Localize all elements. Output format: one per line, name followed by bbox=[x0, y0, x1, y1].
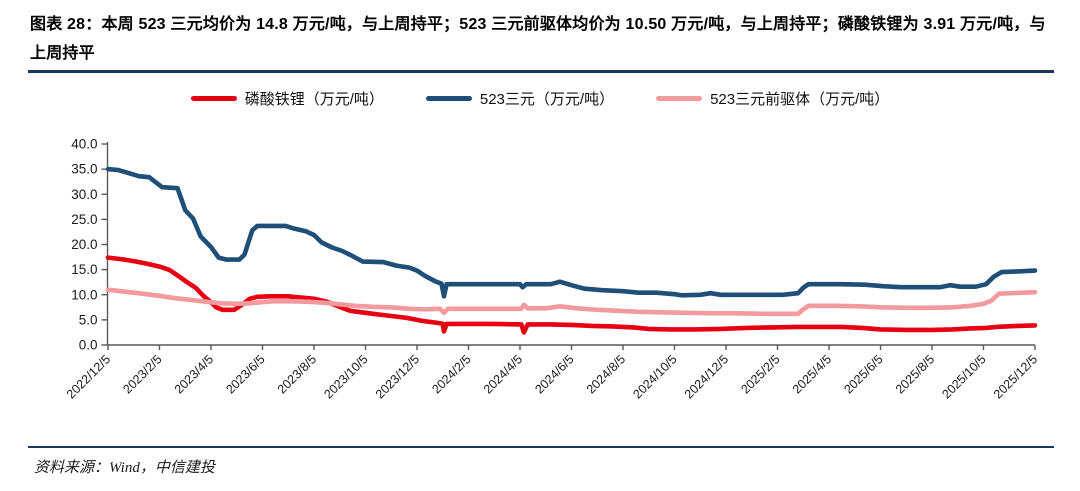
title-divider-rule bbox=[28, 70, 1054, 73]
svg-text:2024/10/5: 2024/10/5 bbox=[630, 352, 679, 401]
svg-text:2023/12/5: 2023/12/5 bbox=[373, 352, 422, 401]
svg-text:30.0: 30.0 bbox=[71, 187, 97, 202]
legend-label-precursor: 523三元前驱体（万元/吨） bbox=[710, 91, 890, 108]
legend-label-523: 523三元（万元/吨） bbox=[479, 91, 615, 108]
chart-legend: 磷酸铁锂（万元/吨） 523三元（万元/吨） 523三元前驱体（万元/吨） bbox=[0, 88, 1080, 109]
svg-text:2023/4/5: 2023/4/5 bbox=[172, 352, 216, 396]
footer-divider-rule bbox=[28, 446, 1054, 448]
source-note: 资料来源：Wind，中信建投 bbox=[34, 460, 215, 476]
svg-text:2023/10/5: 2023/10/5 bbox=[321, 352, 370, 401]
legend-item-lfp: 磷酸铁锂（万元/吨） bbox=[190, 88, 384, 109]
svg-text:25.0: 25.0 bbox=[71, 212, 97, 227]
svg-text:2025/8/5: 2025/8/5 bbox=[893, 352, 937, 396]
svg-text:2024/8/5: 2024/8/5 bbox=[584, 352, 628, 396]
lfp-line-swatch bbox=[190, 96, 237, 101]
svg-text:2024/2/5: 2024/2/5 bbox=[429, 352, 473, 396]
svg-text:15.0: 15.0 bbox=[71, 262, 97, 277]
svg-text:2025/4/5: 2025/4/5 bbox=[790, 352, 834, 396]
legend-item-523: 523三元（万元/吨） bbox=[425, 88, 615, 109]
svg-text:2023/2/5: 2023/2/5 bbox=[120, 352, 164, 396]
figure-title: 图表 28：本周 523 三元均价为 14.8 万元/吨，与上周持平；523 三… bbox=[30, 16, 1046, 62]
svg-text:2024/6/5: 2024/6/5 bbox=[532, 352, 576, 396]
svg-text:5.0: 5.0 bbox=[79, 312, 98, 327]
svg-text:2023/6/5: 2023/6/5 bbox=[223, 352, 267, 396]
svg-text:20.0: 20.0 bbox=[71, 237, 97, 252]
svg-text:2025/12/5: 2025/12/5 bbox=[991, 352, 1040, 401]
svg-text:0.0: 0.0 bbox=[79, 338, 98, 353]
svg-text:2025/10/5: 2025/10/5 bbox=[939, 352, 988, 401]
svg-text:2024/4/5: 2024/4/5 bbox=[481, 352, 525, 396]
svg-text:2024/12/5: 2024/12/5 bbox=[682, 352, 731, 401]
svg-text:2023/8/5: 2023/8/5 bbox=[275, 352, 319, 396]
svg-text:35.0: 35.0 bbox=[71, 162, 97, 177]
legend-label-lfp: 磷酸铁锂（万元/吨） bbox=[244, 91, 384, 108]
svg-text:2025/2/5: 2025/2/5 bbox=[738, 352, 782, 396]
svg-text:2025/6/5: 2025/6/5 bbox=[841, 352, 885, 396]
svg-text:2022/12/5: 2022/12/5 bbox=[64, 352, 113, 401]
legend-item-precursor: 523三元前驱体（万元/吨） bbox=[656, 88, 889, 109]
svg-text:10.0: 10.0 bbox=[71, 287, 97, 302]
ternary-523-line-swatch bbox=[425, 96, 472, 101]
svg-text:40.0: 40.0 bbox=[71, 137, 97, 152]
precursor-line-swatch bbox=[656, 96, 703, 101]
